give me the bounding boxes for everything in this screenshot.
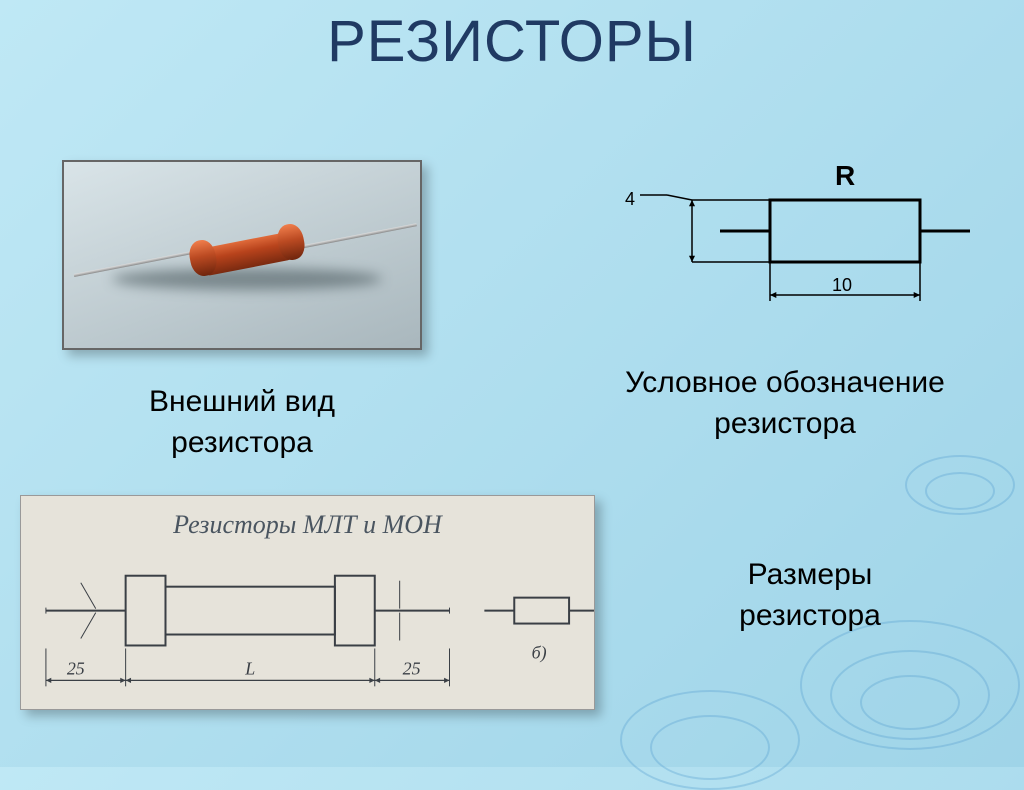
svg-text:10: 10 [832, 275, 852, 295]
resistor-lead-right [289, 223, 417, 251]
svg-text:25: 25 [67, 658, 85, 678]
dimensions-caption: Размеры резистора [640, 555, 980, 636]
slide-title: РЕЗИСТОРЫ [0, 8, 1024, 75]
resistor-dimensions-drawing: Резисторы МЛТ и МОН 25L25б) [20, 495, 595, 710]
resistor-shadow [112, 268, 382, 290]
svg-text:L: L [244, 658, 255, 678]
svg-text:25: 25 [403, 658, 421, 678]
caption-line: резистора [575, 404, 995, 445]
svg-text:4: 4 [625, 189, 635, 209]
caption-line: резистора [62, 423, 422, 464]
symbol-caption: Условное обозначение резистора [575, 363, 995, 444]
caption-line: Внешний вид [62, 382, 422, 423]
svg-text:б): б) [532, 642, 547, 663]
resistor-photo [62, 160, 422, 350]
ripple-decoration [650, 715, 770, 780]
ripple-decoration [925, 472, 995, 510]
ripple-decoration [860, 675, 960, 730]
svg-text:R: R [835, 160, 855, 191]
photo-caption: Внешний вид резистора [62, 382, 422, 463]
caption-line: Условное обозначение [575, 363, 995, 404]
caption-line: Размеры [640, 555, 980, 596]
resistor-symbol-diagram: R 4 10 [600, 145, 980, 335]
resistor-photo-bg [64, 162, 420, 348]
caption-line: резистора [640, 596, 980, 637]
